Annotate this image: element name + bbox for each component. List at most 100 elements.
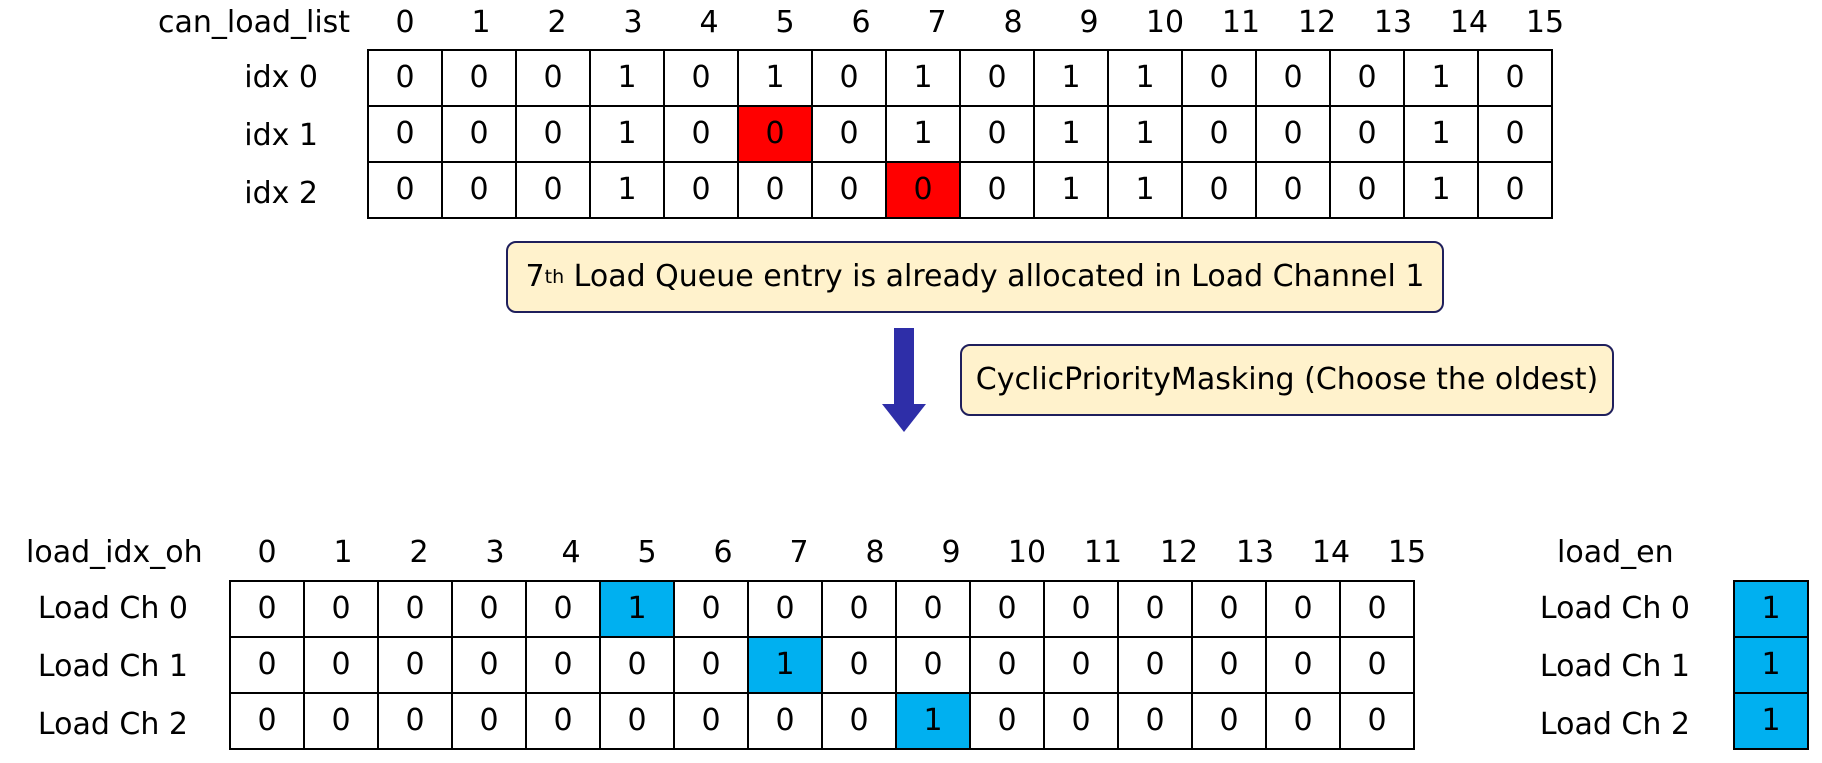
can-load-list-cell: 0 (1181, 105, 1257, 163)
load-idx-oh-column-header: 11 (1083, 535, 1123, 570)
can-load-list-column-header: 13 (1373, 5, 1413, 40)
load-idx-oh-cell: 0 (1117, 636, 1193, 694)
can-load-list-cell: 1 (589, 161, 665, 219)
load-idx-oh-cell: 0 (1191, 636, 1267, 694)
load-idx-oh-cell: 0 (1339, 692, 1415, 750)
can-load-list-column-header: 8 (1003, 5, 1023, 40)
can-load-list-cell: 1 (1107, 161, 1183, 219)
can-load-list-cell: 0 (367, 161, 443, 219)
can-load-list-cell: 1 (1403, 161, 1479, 219)
load-en-cell: 1 (1733, 580, 1809, 638)
down-arrow-icon (882, 328, 926, 432)
load-idx-oh-cell: 0 (229, 692, 305, 750)
can-load-list-cell: 1 (885, 105, 961, 163)
load-idx-oh-cell: 0 (377, 692, 453, 750)
can-load-list-cell: 0 (811, 161, 887, 219)
can-load-list-cell: 1 (1033, 161, 1109, 219)
load-idx-oh-cell: 0 (303, 580, 379, 638)
allocation-note-text: Load Queue entry is already allocated in… (564, 259, 1425, 294)
load-idx-oh-cell: 0 (229, 580, 305, 638)
can-load-list-cell: 0 (1329, 105, 1405, 163)
can-load-list-cell: 0 (367, 105, 443, 163)
can-load-list-column-header: 11 (1221, 5, 1261, 40)
can-load-list-column-header: 14 (1449, 5, 1489, 40)
can-load-list-cell: 0 (959, 105, 1035, 163)
load-en-table-row: 1 (1733, 580, 1809, 638)
can-load-list-cell: 0 (1255, 105, 1331, 163)
load-en-row-label: Load Ch 0 (1539, 591, 1690, 626)
load-en-title: load_en (1557, 535, 1674, 570)
can-load-list-row-label: idx 1 (244, 118, 318, 153)
load-idx-oh-cell: 0 (1117, 692, 1193, 750)
can-load-list-cell: 0 (811, 105, 887, 163)
load-idx-oh-cell: 0 (1339, 636, 1415, 694)
load-idx-oh-cell: 0 (895, 580, 971, 638)
load-idx-oh-cell: 0 (969, 636, 1045, 694)
can-load-list-cell: 0 (663, 49, 739, 107)
load-idx-oh-column-header: 10 (1007, 535, 1047, 570)
load-idx-oh-cell: 0 (895, 636, 971, 694)
can-load-list-cell: 0 (1255, 161, 1331, 219)
can-load-list-cell: 0 (1477, 105, 1553, 163)
can-load-list-column-header: 7 (927, 5, 947, 40)
can-load-list-cell: 0 (1477, 161, 1553, 219)
load-idx-oh-title: load_idx_oh (26, 535, 203, 570)
load-idx-oh-cell: 1 (599, 580, 675, 638)
load-en-cell: 1 (1733, 636, 1809, 694)
load-idx-oh-cell: 0 (303, 692, 379, 750)
load-idx-oh-cell: 0 (525, 636, 601, 694)
can-load-list-cell: 1 (1403, 105, 1479, 163)
allocation-note-ordinal-suffix: th (544, 265, 565, 288)
load-en-table-row: 1 (1733, 692, 1809, 750)
load-idx-oh-column-header: 6 (713, 535, 733, 570)
can-load-list-cell: 0 (885, 161, 961, 219)
load-idx-oh-cell: 0 (451, 580, 527, 638)
load-idx-oh-column-header: 0 (257, 535, 277, 570)
load-en-cell: 1 (1733, 692, 1809, 750)
load-en-table-row: 1 (1733, 636, 1809, 694)
can-load-list-cell: 0 (1329, 49, 1405, 107)
can-load-list-cell: 0 (441, 49, 517, 107)
can-load-list-column-header: 1 (471, 5, 491, 40)
load-idx-oh-cell: 0 (969, 580, 1045, 638)
can-load-list-column-header: 4 (699, 5, 719, 40)
load-idx-oh-cell: 0 (1265, 636, 1341, 694)
load-idx-oh-cell: 0 (747, 692, 823, 750)
load-idx-oh-cell: 0 (969, 692, 1045, 750)
load-idx-oh-cell: 0 (673, 636, 749, 694)
load-idx-oh-cell: 0 (451, 692, 527, 750)
can-load-list-cell: 0 (959, 161, 1035, 219)
cyclic-priority-masking-text: CyclicPriorityMasking (Choose the oldest… (975, 362, 1599, 397)
can-load-list-cell: 1 (737, 49, 813, 107)
can-load-list-column-header: 6 (851, 5, 871, 40)
can-load-list-cell: 0 (441, 105, 517, 163)
can-load-list-cell: 0 (1329, 161, 1405, 219)
load-idx-oh-column-header: 8 (865, 535, 885, 570)
can-load-list-cell: 1 (1033, 49, 1109, 107)
can-load-list-row-label: idx 2 (244, 176, 318, 211)
load-idx-oh-column-header: 9 (941, 535, 961, 570)
can-load-list-cell: 0 (959, 49, 1035, 107)
can-load-list-cell: 0 (515, 49, 591, 107)
allocation-note-ordinal: 7 (525, 259, 545, 294)
load-idx-oh-row-label: Load Ch 0 (37, 591, 188, 626)
load-idx-oh-cell: 0 (1339, 580, 1415, 638)
load-idx-oh-cell: 0 (1191, 692, 1267, 750)
can-load-list-cell: 1 (589, 105, 665, 163)
can-load-list-column-header: 0 (395, 5, 415, 40)
load-idx-oh-column-header: 3 (485, 535, 505, 570)
load-idx-oh-column-header: 5 (637, 535, 657, 570)
can-load-list-row-label: idx 0 (244, 60, 318, 95)
load-idx-oh-cell: 0 (1043, 636, 1119, 694)
can-load-list-column-header: 9 (1079, 5, 1099, 40)
load-idx-oh-column-header: 12 (1159, 535, 1199, 570)
